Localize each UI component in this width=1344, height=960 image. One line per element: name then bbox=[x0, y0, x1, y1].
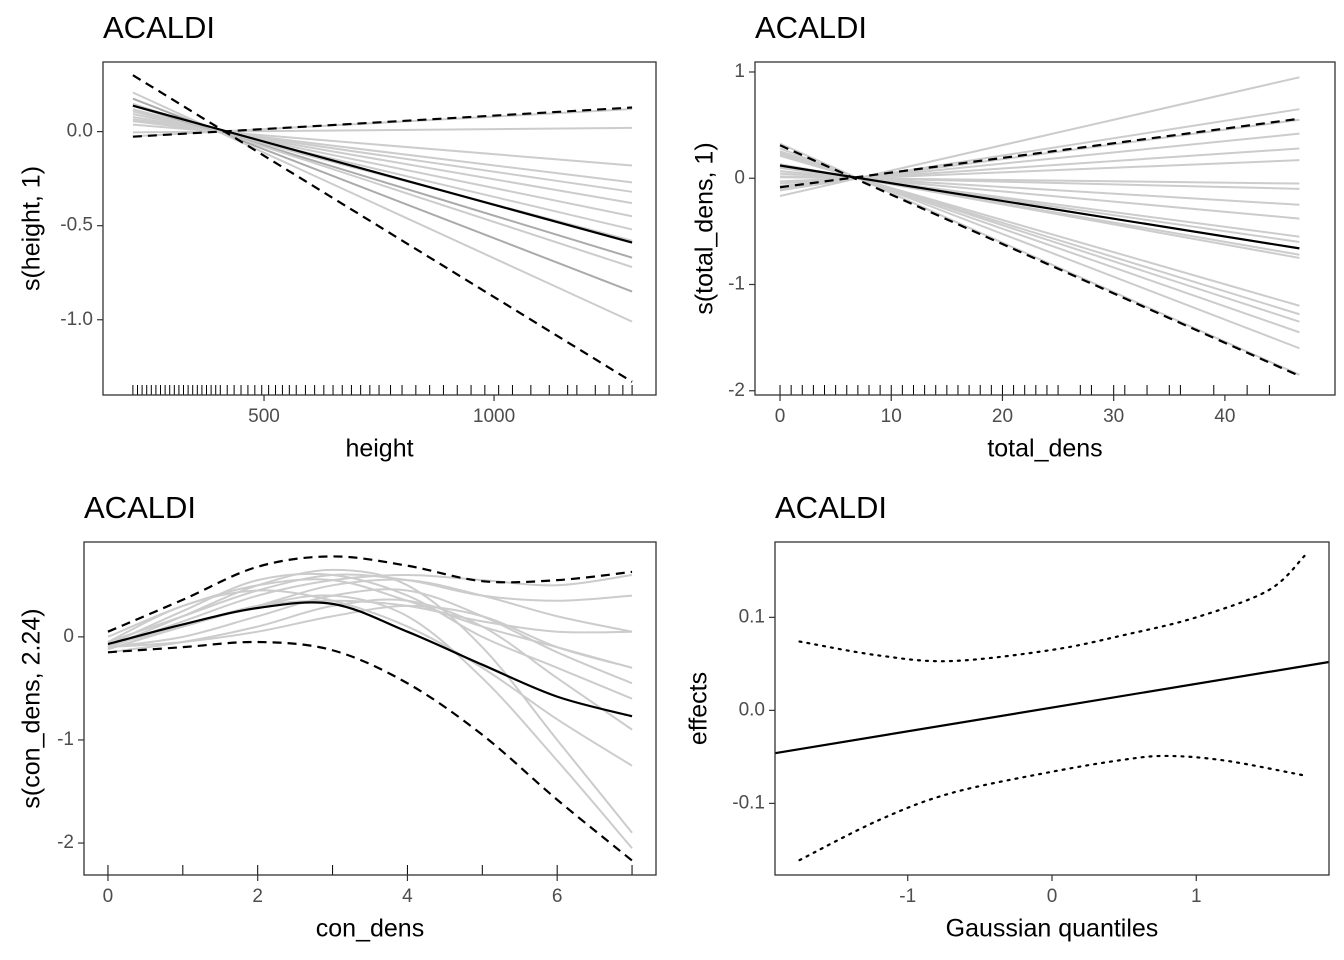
x-tick-label: 2 bbox=[252, 886, 263, 907]
x-tick-label: 10 bbox=[881, 406, 902, 427]
smooth-line bbox=[779, 144, 1300, 377]
y-tick-label: -2 bbox=[57, 832, 74, 853]
smooth-line bbox=[107, 601, 633, 718]
y-tick-label: 0 bbox=[734, 167, 745, 188]
smooth-line bbox=[107, 572, 633, 700]
smooth-line bbox=[132, 104, 633, 244]
x-tick-label: 0 bbox=[775, 406, 786, 427]
y-tick-label: -0.5 bbox=[60, 215, 93, 236]
y-axis-label: s(height, 1) bbox=[18, 166, 46, 291]
x-tick-label: 40 bbox=[1214, 406, 1235, 427]
smooth-line bbox=[107, 599, 633, 651]
x-tick-label: 1000 bbox=[473, 406, 515, 427]
smooth-line bbox=[774, 660, 1330, 755]
smooth-line bbox=[132, 106, 633, 138]
y-tick-label: -0.1 bbox=[732, 792, 765, 813]
panel-title: ACALDI bbox=[84, 490, 196, 525]
smooth-line bbox=[779, 164, 1300, 250]
x-axis-label: total_dens bbox=[987, 435, 1102, 463]
smooth-line bbox=[107, 588, 633, 685]
smooth-line bbox=[107, 555, 633, 633]
smooth-line bbox=[107, 568, 633, 834]
smooth-line bbox=[779, 117, 1300, 189]
y-tick-label: 0.0 bbox=[739, 699, 765, 720]
y-tick-label: -1 bbox=[728, 274, 745, 295]
smooth-line bbox=[107, 589, 633, 767]
x-tick-label: 0 bbox=[1047, 886, 1058, 907]
panel-border bbox=[102, 61, 657, 396]
y-tick-label: 0.1 bbox=[739, 606, 765, 627]
x-tick-label: 20 bbox=[992, 406, 1013, 427]
y-tick-label: -1 bbox=[57, 729, 74, 750]
x-axis-label: height bbox=[345, 435, 413, 463]
x-tick-label: 30 bbox=[1103, 406, 1124, 427]
x-tick-label: 500 bbox=[248, 406, 280, 427]
y-axis-label: effects bbox=[685, 672, 713, 745]
panel: ACALDI Gaussian quantiles effects -1 0 1 0.1 0.… bbox=[685, 490, 1330, 943]
y-tick-label: -2 bbox=[728, 380, 745, 401]
y-tick-label: 1 bbox=[734, 61, 745, 82]
panel-title: ACALDI bbox=[755, 10, 867, 45]
y-axis-label: s(con_dens, 2.24) bbox=[18, 608, 46, 808]
smooth-line bbox=[132, 91, 633, 323]
panel-border bbox=[83, 541, 657, 876]
panel: ACALDI con_dens s(con_dens, 2.24) 0 2 4 6 0 -1 -2 bbox=[18, 490, 657, 943]
x-tick-label: -1 bbox=[899, 886, 916, 907]
panel: ACALDI height s(height, 1) 500 1000 0.0 -0.5 -1… bbox=[18, 10, 657, 463]
smooth-line bbox=[107, 594, 633, 849]
smooth-line bbox=[107, 640, 633, 862]
panel-title: ACALDI bbox=[103, 10, 215, 45]
x-tick-label: 6 bbox=[552, 886, 563, 907]
x-tick-label: 4 bbox=[402, 886, 413, 907]
x-axis-label: Gaussian quantiles bbox=[946, 915, 1159, 943]
y-tick-label: 0.0 bbox=[67, 121, 93, 142]
smooth-line bbox=[107, 604, 633, 669]
y-tick-label: 0 bbox=[63, 626, 74, 647]
x-tick-label: 0 bbox=[103, 886, 114, 907]
x-tick-label: 1 bbox=[1191, 886, 1202, 907]
y-tick-label: -1.0 bbox=[60, 309, 93, 330]
smooth-line bbox=[132, 74, 633, 383]
x-axis-label: con_dens bbox=[316, 915, 424, 943]
smooth-line bbox=[798, 554, 1306, 663]
panel-border bbox=[754, 61, 1336, 396]
smooth-line bbox=[798, 754, 1306, 862]
y-axis-label: s(total_dens, 1) bbox=[691, 142, 719, 314]
panel-title: ACALDI bbox=[775, 490, 887, 525]
panel-border bbox=[774, 541, 1330, 876]
